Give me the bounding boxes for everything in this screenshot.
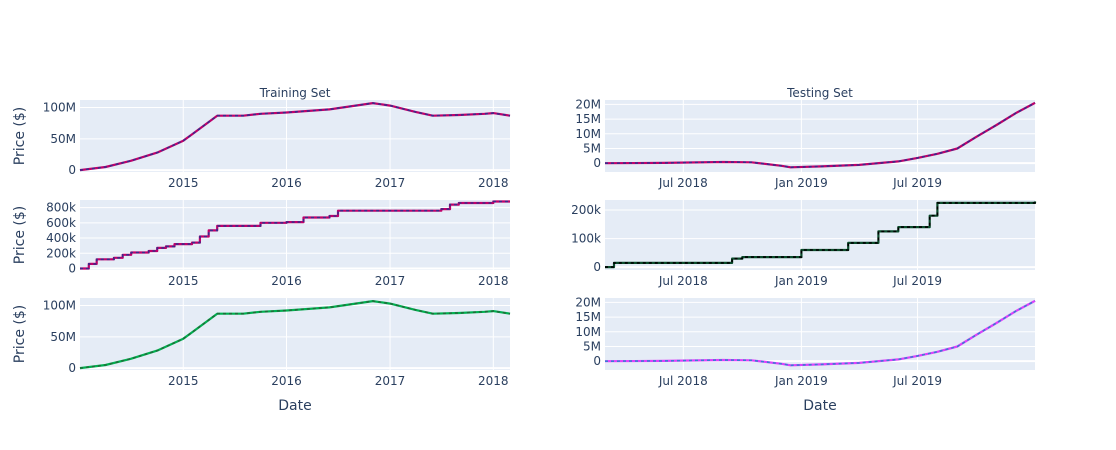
x-tick-label: 2016: [271, 374, 302, 388]
series-dash-line: [79, 102, 511, 171]
y-tick-label: 15M: [575, 310, 601, 324]
y-tick-label: 10M: [575, 127, 601, 141]
x-tick-label: 2015: [168, 176, 199, 190]
x-tick-label: 2018: [478, 274, 509, 288]
series-dash-line: [79, 300, 511, 369]
plot-area: [605, 200, 1035, 270]
x-tick-label: Jul 2018: [658, 274, 708, 288]
y-tick-label: 0: [68, 361, 76, 375]
y-tick-label: 0: [68, 261, 76, 275]
x-tick-label: Jan 2019: [774, 374, 828, 388]
subplot-4: 0 100k 200k Jul 2018 Jan 2019 Jul 2019: [571, 200, 1037, 288]
x-tick-label: 2015: [168, 374, 199, 388]
x-tick-label: 2016: [271, 176, 302, 190]
x-tick-label: 2018: [478, 176, 509, 190]
x-tick-label: Jul 2018: [658, 176, 708, 190]
x-axis-title: Date: [803, 398, 836, 414]
series-dash-line: [80, 200, 510, 270]
y-tick-label: 15M: [575, 112, 601, 126]
series-dash-line: [604, 300, 1036, 367]
x-tick-label: Jan 2019: [774, 176, 828, 190]
series-dash-line: [604, 102, 1036, 169]
x-axis-title: Date: [278, 398, 311, 414]
subplot-1: 0 50M 100M 2015 2016 2017 2018 Training Set Pric…: [12, 86, 511, 190]
series-dash-line: [605, 201, 1036, 268]
y-tick-label: 20M: [575, 97, 601, 111]
plot-area: [80, 200, 510, 270]
y-tick-label: 5M: [583, 141, 601, 155]
y-axis-title: Price ($): [12, 107, 28, 165]
y-axis-title: Price ($): [12, 305, 28, 363]
x-tick-label: Jul 2019: [892, 274, 942, 288]
y-tick-label: 5M: [583, 339, 601, 353]
subplot-title: Testing Set: [786, 86, 853, 100]
plot-area: [605, 100, 1035, 172]
y-tick-label: 0: [593, 260, 601, 274]
x-tick-label: 2017: [375, 274, 406, 288]
y-tick-label: 200k: [46, 246, 76, 260]
y-tick-label: 20M: [575, 295, 601, 309]
y-tick-label: 50M: [50, 132, 76, 146]
x-tick-label: 2016: [271, 274, 302, 288]
x-tick-label: Jan 2019: [774, 274, 828, 288]
y-tick-label: 50M: [50, 330, 76, 344]
y-axis-title: Price ($): [12, 206, 28, 264]
y-tick-label: 100M: [43, 299, 76, 313]
y-tick-label: 600k: [46, 216, 76, 230]
y-tick-label: 0: [593, 156, 601, 170]
y-tick-label: 400k: [46, 231, 76, 245]
x-tick-label: Jul 2019: [892, 176, 942, 190]
x-tick-label: 2017: [375, 374, 406, 388]
y-tick-label: 100M: [43, 101, 76, 115]
x-tick-label: Jul 2018: [658, 374, 708, 388]
y-tick-label: 10M: [575, 325, 601, 339]
x-tick-label: Jul 2019: [892, 374, 942, 388]
y-tick-label: 0: [68, 163, 76, 177]
y-tick-label: 0: [593, 354, 601, 368]
subplot-title: Training Set: [259, 86, 331, 100]
x-tick-label: 2018: [478, 374, 509, 388]
y-tick-label: 100k: [571, 232, 601, 246]
subplot-5: 0 50M 100M 2015 2016 2017 2018 Price ($) Date: [12, 298, 511, 414]
x-tick-label: 2015: [168, 274, 199, 288]
x-tick-label: 2017: [375, 176, 406, 190]
y-tick-label: 800k: [46, 201, 76, 215]
plot-area: [605, 298, 1035, 370]
y-tick-label: 200k: [571, 203, 601, 217]
